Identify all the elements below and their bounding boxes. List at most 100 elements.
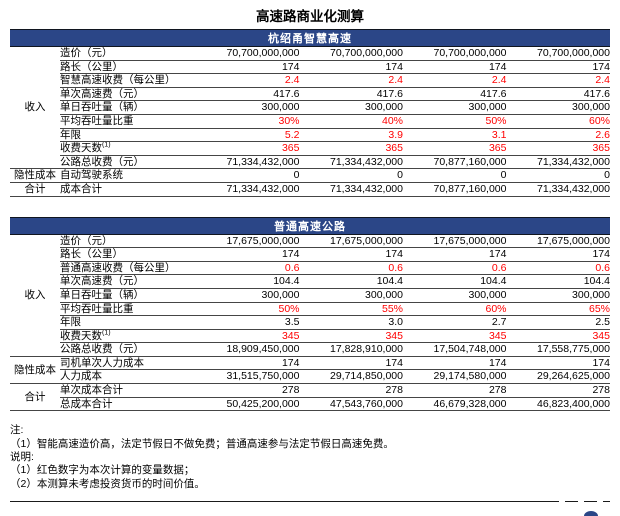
value-cell: 278 — [299, 383, 403, 398]
row-label: 平均吞吐量比重 — [60, 302, 196, 317]
group-label: 收入 — [10, 46, 60, 170]
footnote-marker: (1) — [102, 141, 111, 149]
group-label: 合计 — [10, 182, 60, 197]
variable-value-cell: 60% — [506, 114, 610, 129]
note-line: （2）本测算未考虑投资货币的时间价值。 — [10, 477, 205, 490]
row-label: 普通高速收费（每公里） — [60, 261, 196, 276]
row-label-text: 单日吞吐量（辆） — [60, 288, 144, 301]
variable-value-cell: 40% — [299, 114, 403, 129]
value-cell: 70,700,000,000 — [299, 46, 403, 61]
variable-value-cell: 345 — [403, 329, 507, 344]
row-label-text: 造价（元） — [60, 234, 113, 247]
row-label-text: 平均吞吐量比重 — [60, 302, 134, 315]
row-label-text: 自动驾驶系统 — [60, 169, 123, 182]
group-label: 合计 — [10, 383, 60, 412]
value-cell: 71,334,432,000 — [506, 182, 610, 197]
table-row: 公路总收费（元） 71,334,432,000 71,334,432,000 70,8… — [10, 155, 610, 170]
value-cell: 174 — [196, 247, 300, 262]
value-cell: 174 — [403, 247, 507, 262]
value-cell: 71,334,432,000 — [506, 155, 610, 170]
variable-value-cell: 5.2 — [196, 128, 300, 143]
value-cell: 174 — [196, 60, 300, 75]
variable-value-cell: 2.4 — [506, 73, 610, 88]
table-title-bar: 普通高速公路 — [10, 216, 610, 235]
variable-value-cell: 0.6 — [299, 261, 403, 276]
row-label: 总成本合计 — [60, 397, 196, 412]
row-label-text: 智慧高速收费（每公里） — [60, 74, 176, 87]
value-cell: 29,174,580,000 — [403, 369, 507, 385]
logo-ellipse — [584, 511, 598, 516]
table-row: 隐性成本 司机单次人力成本 174 174 174 174 — [10, 356, 610, 385]
value-cell: 174 — [506, 356, 610, 371]
value-cell: 174 — [299, 356, 403, 371]
divider-solid-segment — [10, 500, 546, 503]
value-cell: 417.6 — [299, 87, 403, 102]
value-cell: 278 — [506, 383, 610, 398]
value-cell: 104.4 — [506, 274, 610, 289]
note-heading: 注: — [10, 424, 24, 437]
variable-value-cell: 50% — [403, 114, 507, 129]
value-cell: 300,000 — [299, 100, 403, 115]
value-cell: 31,515,750,000 — [196, 369, 300, 385]
variable-value-cell: 365 — [299, 141, 403, 156]
smart-highway-table-section: 杭绍甬智慧高速 收入 造价（元） 70,700,000,000 70,700,000,0… — [10, 29, 610, 197]
value-cell: 174 — [196, 356, 300, 371]
ordinary-highway-table-section: 普通高速公路 收入 造价（元） 17,675,000,000 17,675,000,00… — [10, 216, 610, 412]
value-cell: 2.7 — [403, 315, 507, 330]
note-line: （1）红色数字为本次计算的变量数据； — [10, 464, 195, 477]
value-cell: 3.0 — [299, 315, 403, 330]
table-row: 合计 成本合计 71,334,432,000 71,334,432,000 70,877… — [10, 182, 610, 197]
notes-section: 注: （1）智能高速造价高，法定节假日不做免费；普通高速参与法定节假日高速免费。… — [10, 424, 610, 491]
row-label: 公路总收费（元） — [60, 155, 196, 170]
value-cell: 104.4 — [299, 274, 403, 289]
value-cell: 70,877,160,000 — [403, 155, 507, 170]
row-label-text: 收费天数 — [60, 329, 102, 342]
value-cell: 104.4 — [403, 274, 507, 289]
variable-value-cell: 65% — [506, 302, 610, 317]
variable-value-cell: 2.4 — [196, 73, 300, 88]
footnote-marker: (1) — [102, 329, 111, 337]
variable-value-cell: 60% — [403, 302, 507, 317]
row-label: 年限 — [60, 128, 196, 143]
table-title-bar: 杭绍甬智慧高速 — [10, 29, 610, 47]
value-cell: 300,000 — [506, 100, 610, 115]
table-row: 单次高速费（元） 417.6 417.6 417.6 417.6 — [10, 87, 610, 102]
value-cell: 0 — [403, 168, 507, 183]
value-cell: 174 — [299, 247, 403, 262]
row-label: 人力成本 — [60, 369, 196, 385]
value-cell: 278 — [196, 383, 300, 398]
value-cell: 29,714,850,000 — [299, 369, 403, 385]
value-cell: 174 — [506, 60, 610, 75]
calc-table: 普通高速公路 收入 造价（元） 17,675,000,000 17,675,000,00… — [10, 216, 610, 412]
value-cell: 3.5 — [196, 315, 300, 330]
calc-table: 杭绍甬智慧高速 收入 造价（元） 70,700,000,000 70,700,000,0… — [10, 29, 610, 197]
value-cell: 300,000 — [196, 100, 300, 115]
variable-value-cell: 0.6 — [506, 261, 610, 276]
table-row: 收入 造价（元） 70,700,000,000 70,700,000,000 70,70… — [10, 46, 610, 170]
table-row: 收费天数(1) 345 345 345 345 — [10, 329, 610, 344]
value-cell: 50,425,200,000 — [196, 397, 300, 412]
row-label: 收费天数(1) — [60, 141, 196, 156]
page-title: 高速路商业化测算 — [256, 9, 364, 24]
value-cell: 300,000 — [506, 288, 610, 303]
table-row: 普通高速收费（每公里） 0.6 0.6 0.6 0.6 — [10, 261, 610, 276]
table-row: 收入 造价（元） 17,675,000,000 17,675,000,000 17,67… — [10, 234, 610, 357]
value-cell: 417.6 — [196, 87, 300, 102]
value-cell: 70,877,160,000 — [403, 182, 507, 197]
note-heading: 说明: — [10, 451, 34, 464]
variable-value-cell: 365 — [196, 141, 300, 156]
value-cell: 300,000 — [403, 100, 507, 115]
value-cell: 71,334,432,000 — [299, 155, 403, 170]
row-label-text: 人力成本 — [60, 370, 102, 383]
value-cell: 17,504,748,000 — [403, 342, 507, 357]
row-label: 平均吞吐量比重 — [60, 114, 196, 129]
value-cell: 0 — [196, 168, 300, 183]
value-cell: 70,700,000,000 — [403, 46, 507, 61]
row-label-text: 路长（公里） — [60, 60, 123, 73]
table-row: 公路总收费（元） 18,909,450,000 17,828,910,000 17,5… — [10, 342, 610, 357]
table-row: 年限 5.2 3.9 3.1 2.6 — [10, 128, 610, 143]
value-cell: 17,828,910,000 — [299, 342, 403, 357]
row-label: 单日吞吐量（辆） — [60, 288, 196, 303]
value-cell: 18,909,450,000 — [196, 342, 300, 357]
